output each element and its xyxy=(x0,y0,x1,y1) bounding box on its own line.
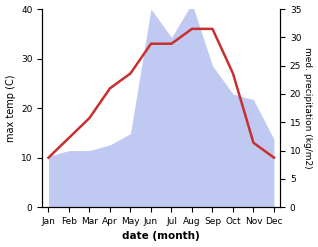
X-axis label: date (month): date (month) xyxy=(122,231,200,242)
Y-axis label: max temp (C): max temp (C) xyxy=(5,74,16,142)
Y-axis label: med. precipitation (kg/m2): med. precipitation (kg/m2) xyxy=(303,47,313,169)
